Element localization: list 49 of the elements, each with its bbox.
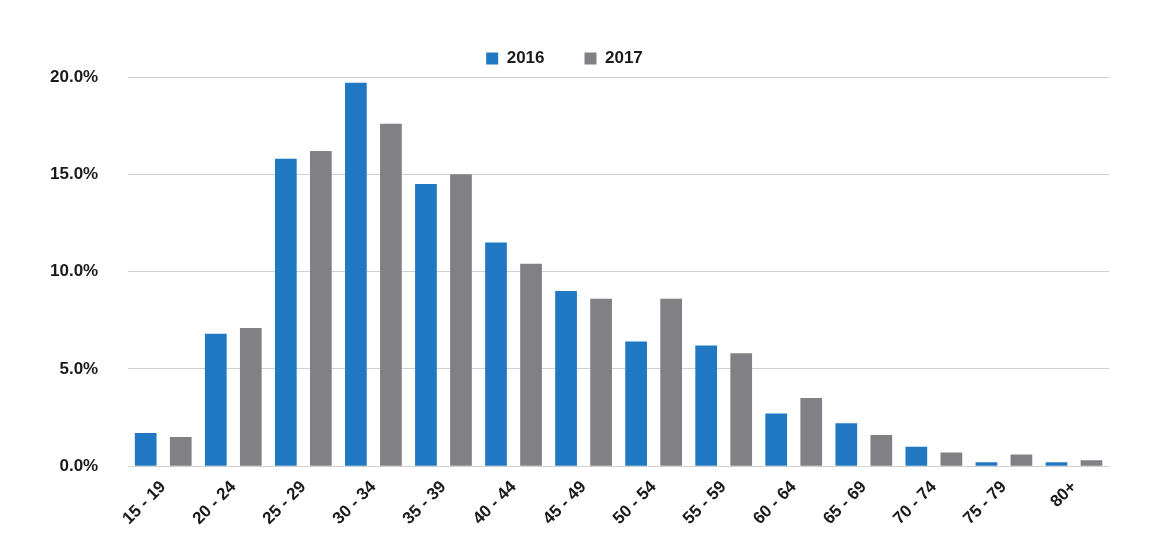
bar <box>695 345 718 466</box>
bar <box>274 158 297 466</box>
bar <box>1045 462 1068 466</box>
bar <box>555 291 577 466</box>
x-tick-label: 25 - 29 <box>258 477 310 528</box>
bar <box>520 263 542 466</box>
bar <box>590 298 612 466</box>
x-tick-label: 65 - 69 <box>819 477 870 528</box>
x-tick-label: 15 - 19 <box>118 477 170 528</box>
bar <box>835 423 858 466</box>
bar <box>870 435 893 466</box>
x-tick-label: 60 - 64 <box>749 476 801 528</box>
bar <box>450 174 472 466</box>
x-tick-label: 40 - 44 <box>468 476 521 528</box>
bar <box>415 184 437 466</box>
bar <box>730 353 753 466</box>
bar <box>485 242 507 466</box>
bar <box>765 413 788 466</box>
x-tick-label: 20 - 24 <box>188 476 240 528</box>
bar <box>940 452 963 466</box>
x-tick-label: 70 - 74 <box>889 476 941 528</box>
bar <box>625 341 647 466</box>
bar <box>310 150 332 466</box>
y-tick-label: 0.0% <box>59 455 99 475</box>
x-tick-label: 80+ <box>1046 477 1081 511</box>
bar <box>169 436 192 466</box>
x-tick-label: 30 - 34 <box>328 476 380 528</box>
bar <box>239 328 262 466</box>
bar <box>1080 460 1103 466</box>
x-tick-label: 55 - 59 <box>678 477 730 528</box>
bar <box>660 298 682 466</box>
bar <box>1010 454 1033 466</box>
x-tick-label: 45 - 49 <box>538 477 590 528</box>
y-tick-label: 20.0% <box>50 66 99 86</box>
x-tick-label: 35 - 39 <box>398 477 450 528</box>
bar <box>975 462 998 466</box>
y-tick-label: 10.0% <box>50 261 99 281</box>
legend-label: 2016 <box>506 48 545 68</box>
x-tick-label: 50 - 54 <box>608 476 661 528</box>
legend-label: 2017 <box>605 48 643 68</box>
y-tick-label: 5.0% <box>59 358 99 378</box>
bar <box>345 82 367 466</box>
bar <box>134 433 157 466</box>
bar <box>380 123 402 466</box>
bar <box>800 398 823 466</box>
y-tick-label: 15.0% <box>50 163 99 183</box>
bar <box>204 333 227 466</box>
bar <box>905 446 928 466</box>
x-tick-label: 75 - 79 <box>959 477 1011 528</box>
